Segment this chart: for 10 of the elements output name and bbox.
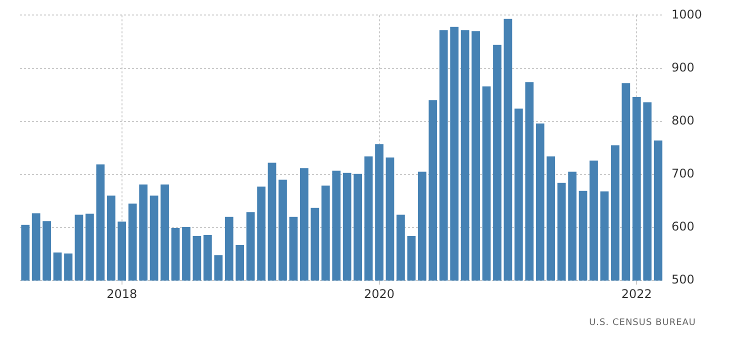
y-tick-label: 800 <box>671 113 694 128</box>
y-tick-label: 1000 <box>671 7 702 22</box>
y-tick-label: 600 <box>671 220 694 234</box>
y-tick-label: 900 <box>671 60 694 74</box>
y-tick-label: 500 <box>671 272 694 287</box>
text: U.S. CENSUS BUREAU <box>589 318 696 328</box>
x-tick-label: 2022 <box>621 286 652 301</box>
x-tick-label: 2018 <box>106 286 138 301</box>
y-tick-label: 700 <box>671 166 694 181</box>
x-tick-label: 2020 <box>364 286 395 301</box>
